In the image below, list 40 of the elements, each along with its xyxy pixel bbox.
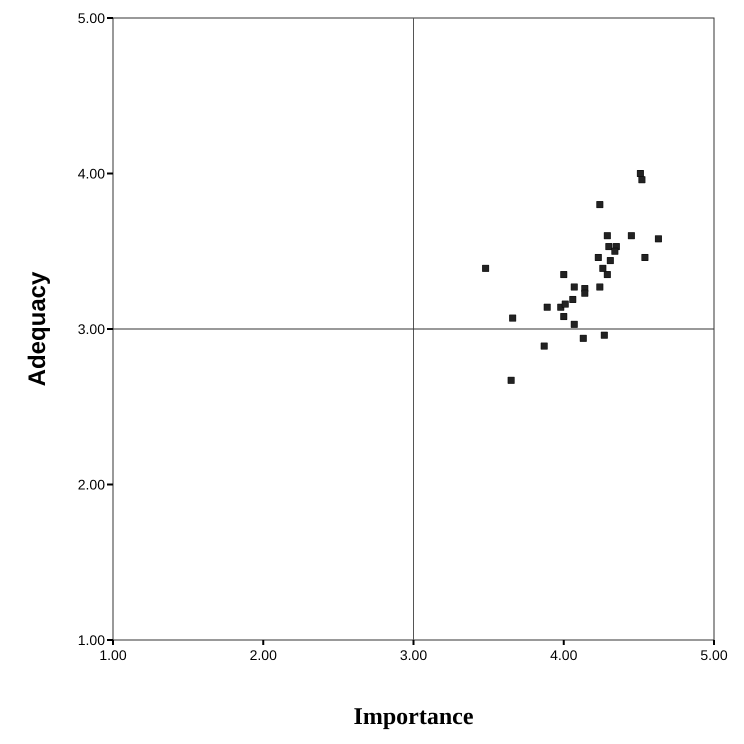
point <box>544 304 551 311</box>
point <box>605 243 612 250</box>
point <box>641 254 648 261</box>
x-tick-label: 4.00 <box>550 647 578 663</box>
point <box>569 296 576 303</box>
point <box>606 257 614 264</box>
y-tick-label: 2.00 <box>78 476 106 492</box>
x-tick-label: 5.00 <box>700 647 728 663</box>
point <box>570 320 578 328</box>
y-axis-title: Adequacy <box>24 270 51 386</box>
point <box>560 313 568 320</box>
point <box>560 271 568 278</box>
point <box>596 201 604 208</box>
x-tick-label: 2.00 <box>250 647 278 663</box>
point <box>540 342 548 350</box>
point <box>604 271 611 278</box>
point <box>570 284 578 291</box>
point <box>580 334 587 342</box>
point <box>628 232 635 240</box>
point <box>599 264 606 272</box>
point <box>604 232 611 240</box>
x-tick-label: 3.00 <box>400 647 428 663</box>
x-axis-title: Importance <box>354 704 474 730</box>
point <box>654 235 662 242</box>
point <box>596 284 604 291</box>
point <box>508 376 515 384</box>
point <box>636 170 644 177</box>
y-tick-label: 3.00 <box>78 320 106 337</box>
point <box>611 248 618 255</box>
point <box>509 314 516 322</box>
point <box>594 254 602 261</box>
point <box>600 332 608 339</box>
y-tick-label: 1.00 <box>78 632 106 648</box>
point <box>581 290 588 297</box>
x-tick-label: 1.00 <box>99 647 127 663</box>
y-tick-label: 5.00 <box>78 10 106 26</box>
point <box>562 300 569 308</box>
point <box>482 264 490 272</box>
point <box>638 176 646 184</box>
y-tick-label: 4.00 <box>78 165 106 182</box>
